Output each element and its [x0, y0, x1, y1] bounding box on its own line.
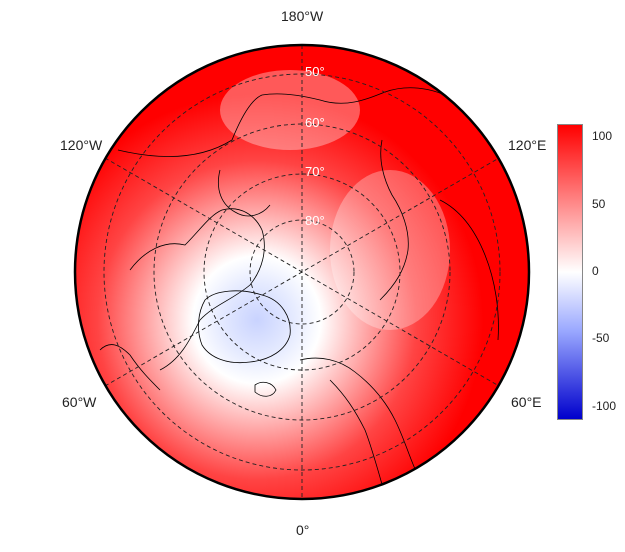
lon-label-60w: 60°W [62, 394, 97, 410]
colorbar-tick-50: 50 [592, 196, 606, 211]
colorbar-tick-minus-50: -50 [592, 331, 610, 346]
map-boundary [73, 43, 531, 501]
parallel-60 [153, 123, 451, 421]
lat-label-50: 50° [305, 64, 325, 79]
meridian-60w-120e [104, 157, 500, 387]
lon-label-180w: 180°W [281, 8, 324, 24]
parallel-80 [249, 219, 355, 325]
pale-patch-east [330, 170, 450, 330]
colorbar-tick-0: 0 [592, 264, 599, 278]
lon-label-60e: 60°E [511, 394, 542, 410]
lat-label-70: 70° [305, 164, 325, 179]
colorbar-tick-100: 100 [592, 129, 613, 144]
lat-label-60: 60° [305, 115, 325, 130]
parallel-70 [203, 173, 401, 371]
lon-label-0: 0° [296, 522, 310, 538]
pale-patch-north [220, 70, 360, 150]
colorbar-tick-minus-100: -100 [592, 398, 617, 413]
colorbar [557, 124, 583, 420]
lon-label-120w: 120°W [60, 137, 103, 153]
graticule [103, 45, 501, 499]
lon-label-120e: 120°E [508, 137, 547, 153]
coastlines [99, 87, 501, 496]
lat-label-80: 80° [305, 213, 325, 228]
